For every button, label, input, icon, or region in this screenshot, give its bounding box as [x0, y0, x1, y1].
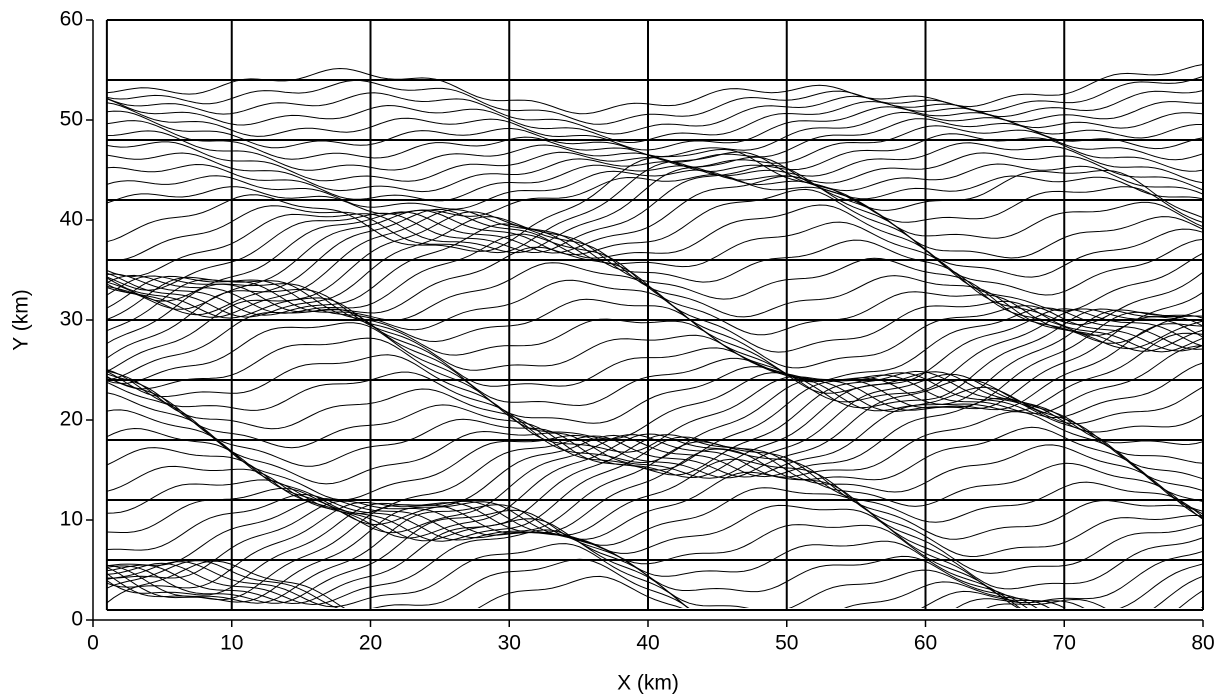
contour-line: [106, 151, 1204, 261]
y-tick-label: 30: [60, 308, 83, 331]
contour-layer: [106, 64, 1204, 608]
contour-line: [106, 560, 1106, 608]
contour-line: [106, 288, 1204, 409]
x-tick-label: 40: [636, 632, 659, 655]
contour-line: [106, 233, 1204, 352]
contour-line: [106, 156, 1204, 277]
y-tick-label: 50: [60, 108, 83, 131]
contour-line: [106, 188, 1204, 310]
x-axis-label: X (km): [617, 672, 679, 695]
contour-line: [106, 142, 1204, 193]
x-tick-label: 0: [87, 632, 99, 655]
contour-line: [106, 370, 1204, 476]
contour-line: [106, 332, 1204, 453]
contour-line: [106, 441, 1204, 551]
x-tick-label: 50: [775, 632, 798, 655]
x-tick-label: 10: [220, 632, 243, 655]
contour-line: [106, 316, 1204, 424]
contour-line: [106, 448, 1204, 567]
contour-line: [106, 501, 1204, 608]
contour-line: [106, 411, 1204, 534]
y-tick-label: 10: [60, 508, 83, 531]
contour-line: [106, 426, 1204, 539]
contour-line: [106, 209, 1204, 326]
x-tick-label: 60: [914, 632, 937, 655]
contour-line: [106, 223, 1204, 350]
contour-line: [106, 487, 1204, 596]
contour-line: [106, 102, 1204, 151]
y-tick-label: 40: [60, 208, 83, 231]
y-tick-label: 20: [60, 408, 83, 431]
contour-line: [106, 500, 1204, 604]
x-tick-label: 80: [1191, 632, 1214, 655]
contour-line: [106, 152, 1204, 202]
contour-line: [106, 125, 1204, 171]
contour-line: [106, 204, 1204, 316]
contour-line: [106, 163, 1204, 210]
contour-line: [106, 345, 1204, 464]
contour-line: [106, 471, 1204, 589]
contour-line: [106, 174, 1204, 217]
contour-line: [106, 283, 1204, 403]
contour-line: [106, 90, 1204, 135]
contour-line: [106, 518, 1204, 608]
y-axis-label: Y (km): [10, 289, 33, 350]
y-tick-label: 0: [71, 608, 83, 631]
contour-line: [106, 64, 1204, 115]
contour-line: [106, 216, 1204, 344]
x-tick-label: 70: [1053, 632, 1076, 655]
contour-line: [106, 504, 1204, 608]
contour-line: [106, 175, 1204, 302]
x-tick-label: 20: [359, 632, 382, 655]
contour-line: [106, 211, 1204, 336]
contour-line: [106, 98, 1203, 144]
contour-line: [106, 436, 1204, 542]
contour-line: [106, 164, 1204, 291]
contour-line: [106, 458, 1204, 579]
contour-line: [106, 509, 1204, 608]
contour-line: [106, 262, 1204, 369]
x-tick-label: 30: [498, 632, 521, 655]
y-tick-label: 60: [60, 8, 83, 31]
contour-line: [106, 323, 1204, 440]
contour-line: [106, 371, 1204, 479]
contour-line: [106, 434, 1204, 542]
contour-line: [106, 279, 1204, 394]
contour-line: [106, 362, 1204, 471]
contour-line: [106, 75, 1204, 125]
